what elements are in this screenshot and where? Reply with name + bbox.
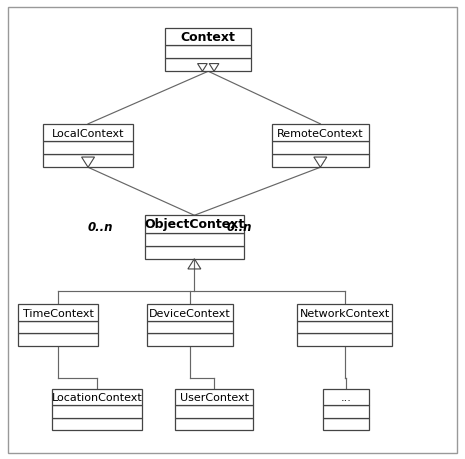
Bar bbox=[272, 124, 369, 142]
Bar bbox=[52, 418, 142, 430]
Bar bbox=[166, 46, 251, 59]
Text: 0..n: 0..n bbox=[226, 221, 252, 234]
Text: DeviceContext: DeviceContext bbox=[149, 308, 231, 318]
Bar bbox=[18, 334, 99, 346]
Bar bbox=[175, 389, 253, 406]
Bar bbox=[175, 406, 253, 418]
Bar bbox=[147, 334, 232, 346]
Text: 0..n: 0..n bbox=[88, 221, 113, 234]
Bar bbox=[323, 406, 369, 418]
Text: ObjectContext: ObjectContext bbox=[144, 218, 245, 231]
Bar bbox=[147, 321, 232, 334]
Bar bbox=[18, 321, 99, 334]
Bar bbox=[323, 418, 369, 430]
Text: LocationContext: LocationContext bbox=[52, 392, 143, 403]
Bar bbox=[43, 155, 133, 168]
Bar bbox=[175, 418, 253, 430]
Bar bbox=[43, 142, 133, 155]
Bar bbox=[145, 233, 244, 246]
Bar bbox=[272, 142, 369, 155]
Bar bbox=[145, 216, 244, 233]
Bar bbox=[43, 124, 133, 142]
Bar bbox=[297, 321, 392, 334]
Text: ...: ... bbox=[340, 392, 351, 403]
Text: RemoteContext: RemoteContext bbox=[277, 128, 364, 138]
Text: TimeContext: TimeContext bbox=[23, 308, 93, 318]
Bar bbox=[297, 305, 392, 321]
Bar bbox=[166, 29, 251, 46]
Text: Context: Context bbox=[181, 31, 236, 44]
Bar bbox=[52, 389, 142, 406]
Bar bbox=[18, 305, 99, 321]
Bar bbox=[166, 59, 251, 72]
Bar bbox=[52, 406, 142, 418]
Bar bbox=[297, 334, 392, 346]
Bar bbox=[272, 155, 369, 168]
Text: NetworkContext: NetworkContext bbox=[299, 308, 390, 318]
Text: UserContext: UserContext bbox=[179, 392, 248, 403]
Text: LocalContext: LocalContext bbox=[52, 128, 124, 138]
Bar bbox=[323, 389, 369, 406]
Bar bbox=[145, 246, 244, 259]
Bar bbox=[147, 305, 232, 321]
